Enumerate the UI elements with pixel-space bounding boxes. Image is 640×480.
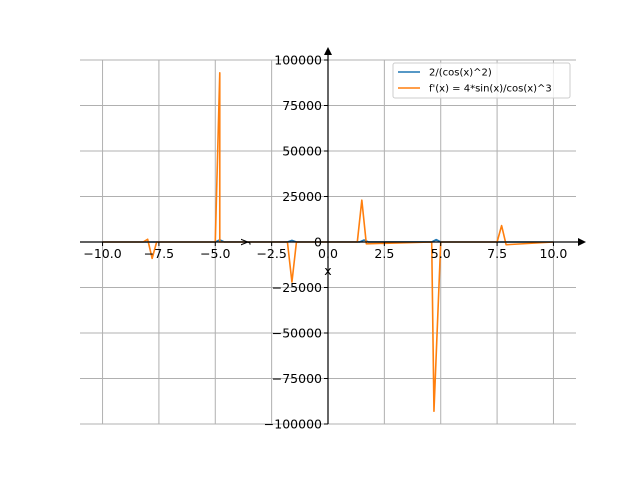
y-tick-label-4: 0 bbox=[314, 235, 322, 250]
y-tick-label-0: −100000 bbox=[264, 417, 322, 432]
y-tick-label-6: 50000 bbox=[282, 144, 322, 159]
x-tick-label-4: 0.0 bbox=[318, 246, 338, 261]
y-tick-label-3: −25000 bbox=[272, 280, 322, 295]
y-tick-label-2: −50000 bbox=[272, 326, 322, 341]
legend-label-0: 2/(cos(x)^2) bbox=[429, 68, 492, 79]
ticks: −10.0 −7.5 −5.0 −2.5 0.0 2.5 5.0 7.5 10.0 −100000… bbox=[83, 53, 567, 432]
y-tick-label-5: 25000 bbox=[282, 189, 322, 204]
y-tick-label-8: 100000 bbox=[274, 53, 322, 68]
y-axis-arrow bbox=[324, 47, 332, 55]
x-tick-label-8: 10.0 bbox=[540, 246, 568, 261]
x-tick-label-6: 5.0 bbox=[431, 246, 451, 261]
legend-label-1: f'(x) = 4*sin(x)/cos(x)^3 bbox=[429, 84, 552, 95]
x-tick-label-3: −2.5 bbox=[256, 246, 286, 261]
x-tick-label-2: −5.0 bbox=[200, 246, 230, 261]
y-axis-label: y bbox=[236, 238, 251, 246]
x-tick-label-0: −10.0 bbox=[83, 246, 121, 261]
legend: 2/(cos(x)^2) f'(x) = 4*sin(x)/cos(x)^3 bbox=[392, 62, 571, 99]
x-tick-label-1: −7.5 bbox=[144, 246, 174, 261]
x-axis-arrow bbox=[578, 238, 586, 246]
x-tick-label-5: 2.5 bbox=[374, 246, 394, 261]
x-axis-label: x bbox=[324, 263, 331, 278]
x-tick-label-7: 7.5 bbox=[487, 246, 507, 261]
axes bbox=[80, 47, 586, 424]
y-tick-label-7: 75000 bbox=[282, 98, 322, 113]
y-tick-label-1: −75000 bbox=[272, 371, 322, 386]
legend-box bbox=[392, 62, 571, 99]
